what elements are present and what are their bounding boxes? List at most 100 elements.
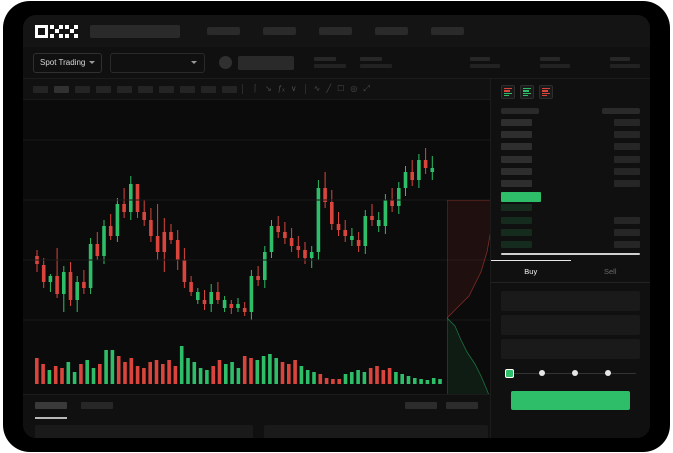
interval-chip-7[interactable]	[159, 85, 174, 93]
orderbook-price	[501, 240, 532, 248]
stat-pair	[610, 57, 640, 68]
orders-table-right[interactable]	[264, 425, 488, 438]
interval-chip-6[interactable]	[138, 85, 153, 93]
orderbook-column-price	[501, 108, 539, 114]
submit-order-button[interactable]	[511, 390, 630, 410]
orderbook-bid-row[interactable]	[501, 240, 640, 248]
orderbook-view-asks[interactable]	[539, 85, 553, 99]
header-stats-right	[470, 57, 640, 68]
settings-icon[interactable]: ◎	[350, 84, 358, 93]
orderbook[interactable]	[491, 104, 650, 248]
orderbook-bid-row[interactable]	[501, 228, 640, 236]
drawing-tools-icon[interactable]: ╱	[326, 84, 332, 93]
price-chart[interactable]	[23, 100, 499, 432]
orderbook-view-toggles	[491, 79, 650, 104]
app-screen: Spot Trading	[23, 15, 650, 438]
orders-action-1[interactable]	[405, 402, 437, 409]
nav-item-2[interactable]	[263, 27, 296, 35]
logo-k-block	[50, 24, 63, 38]
orders-tab-1[interactable]	[35, 401, 67, 409]
interval-chip-8[interactable]	[180, 85, 195, 93]
orderbook-size	[614, 167, 640, 175]
orders-panel-tabs	[23, 395, 490, 415]
amount-field[interactable]	[501, 314, 640, 335]
nav-item-1[interactable]	[207, 27, 240, 35]
header-stats-left	[314, 57, 393, 68]
orderbook-size	[614, 179, 640, 187]
okx-logo[interactable]	[35, 24, 78, 38]
percent-slider[interactable]	[505, 368, 636, 379]
orders-table-left[interactable]	[35, 425, 253, 438]
orders-tab-2[interactable]	[81, 401, 113, 409]
interval-chip-9[interactable]	[201, 85, 216, 93]
logo-x-block	[65, 24, 78, 38]
ticker-group[interactable]	[219, 55, 295, 70]
orders-panel-fields	[35, 425, 488, 438]
nav-item-5[interactable]	[431, 27, 464, 35]
orderbook-spread-row[interactable]	[501, 192, 640, 203]
fullscreen-icon[interactable]: ⤢	[363, 84, 370, 93]
market-type-select[interactable]: Spot Trading	[33, 52, 103, 73]
orderbook-view-bids[interactable]	[520, 85, 534, 99]
orderbook-size	[614, 143, 640, 151]
ticker-name	[238, 55, 295, 70]
interval-chip-10[interactable]	[222, 85, 237, 93]
orderbook-ask-row[interactable]	[501, 179, 640, 187]
chart-gridlines	[23, 139, 490, 321]
orderbook-divider	[501, 253, 640, 255]
search-input[interactable]	[90, 24, 180, 38]
chevron-down-icon[interactable]: ∨	[290, 84, 297, 93]
chart-toolbar: ⎰ ↘ ƒₓ ∨ ∿ ╱ ☐ ◎ ⤢	[23, 79, 490, 100]
camera-icon[interactable]: ☐	[337, 84, 345, 93]
stat-pair	[314, 57, 347, 68]
wave-chart-icon[interactable]: ∿	[313, 84, 321, 93]
orderbook-price	[501, 179, 532, 187]
stat-label	[360, 57, 383, 61]
stat-value	[314, 64, 347, 68]
coin-avatar	[219, 56, 233, 69]
orderbook-bid-row[interactable]	[501, 216, 640, 224]
interval-chip-2[interactable]	[54, 85, 69, 93]
indicators-icon[interactable]: ƒₓ	[277, 84, 285, 93]
stat-value	[360, 64, 393, 68]
tab-buy[interactable]: Buy	[491, 259, 571, 282]
orderbook-ask-row[interactable]	[501, 167, 640, 175]
orderbook-price	[501, 155, 532, 163]
percent-slider-handle[interactable]	[505, 368, 514, 378]
line-chart-icon[interactable]: ↘	[265, 84, 272, 93]
orderbook-ask-row[interactable]	[501, 155, 640, 163]
interval-chip-3[interactable]	[75, 85, 90, 93]
nav-item-4[interactable]	[375, 27, 408, 35]
orders-panel	[23, 394, 490, 438]
header-nav	[207, 27, 464, 35]
orderbook-size	[614, 131, 640, 139]
orderbook-column-size	[602, 108, 640, 114]
orderbook-price	[501, 216, 532, 224]
orderbook-price	[501, 228, 532, 236]
percent-node-75[interactable]	[605, 369, 611, 376]
interval-chip-4[interactable]	[96, 85, 111, 93]
order-form-tabs: Buy Sell	[491, 259, 650, 283]
price-field[interactable]	[501, 290, 640, 311]
orderbook-ask-row[interactable]	[501, 131, 640, 139]
orderbook-ask-row[interactable]	[501, 119, 640, 126]
stat-pair	[470, 57, 500, 68]
percent-node-25[interactable]	[539, 369, 545, 376]
orderbook-view-both[interactable]	[501, 85, 515, 99]
orderbook-ask-row[interactable]	[501, 143, 640, 151]
orderbook-size	[614, 228, 640, 236]
total-field[interactable]	[501, 338, 640, 359]
orderbook-price	[501, 167, 532, 175]
volume-series	[35, 346, 442, 384]
trading-pair-select[interactable]	[110, 52, 206, 73]
nav-item-3[interactable]	[319, 27, 352, 35]
orders-action-2[interactable]	[446, 402, 478, 409]
percent-node-50[interactable]	[572, 369, 578, 376]
interval-chip-1[interactable]	[33, 85, 48, 93]
orderbook-price	[501, 192, 541, 203]
interval-chip-5[interactable]	[117, 85, 132, 93]
stat-label	[470, 57, 490, 61]
tab-sell[interactable]: Sell	[603, 266, 617, 276]
candlestick-chart-icon[interactable]: ⎰	[251, 84, 259, 93]
orderbook-bid-row[interactable]	[501, 204, 640, 212]
